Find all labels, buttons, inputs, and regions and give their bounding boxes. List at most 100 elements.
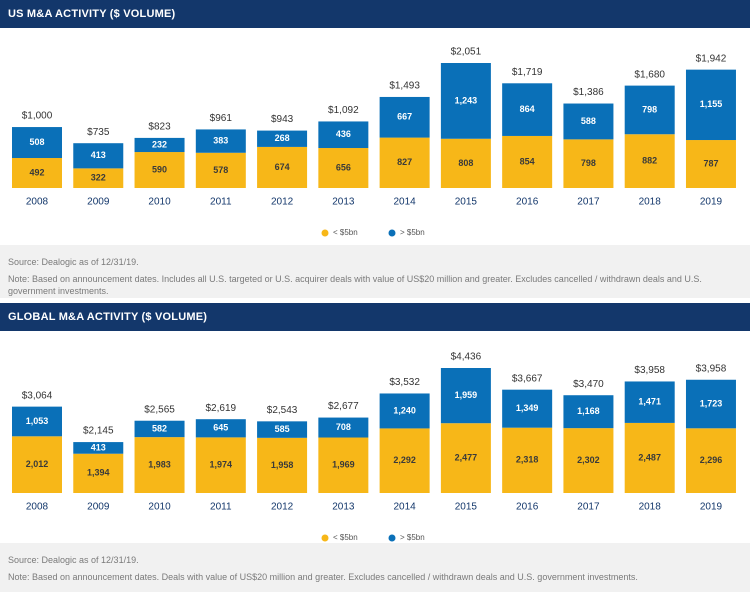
segment-label: 413	[91, 150, 106, 160]
x-tick-label: 2008	[26, 197, 49, 208]
segment-label: 383	[213, 135, 228, 145]
x-tick-label: 2009	[87, 197, 110, 208]
bar-segment	[257, 437, 308, 493]
bar-segment	[257, 421, 308, 438]
x-tick-label: 2018	[639, 197, 662, 208]
x-tick-label: 2012	[271, 197, 294, 208]
segment-label: 2,296	[700, 455, 723, 465]
bar-segment	[502, 427, 553, 493]
segment-label: 232	[152, 139, 167, 149]
legend-label: < $5bn	[333, 228, 358, 237]
x-tick-label: 2014	[393, 502, 416, 513]
segment-label: 1,394	[87, 468, 110, 478]
x-tick-label: 2017	[577, 502, 600, 513]
segment-label: 492	[29, 167, 44, 177]
bar-segment	[563, 428, 614, 493]
bar-segment	[440, 63, 491, 139]
total-label: $2,619	[206, 403, 237, 414]
segment-label: 2,292	[393, 455, 416, 465]
bar-segment	[318, 417, 369, 438]
bar-segment	[12, 436, 62, 493]
segment-label: 798	[642, 104, 657, 114]
x-tick-label: 2015	[455, 197, 478, 208]
segment-label: 588	[581, 116, 596, 126]
bar-segment	[73, 143, 124, 169]
bar-segment	[502, 83, 553, 136]
bar-segment	[318, 121, 369, 149]
x-tick-label: 2018	[639, 502, 662, 513]
segment-label: 2,302	[577, 455, 600, 465]
note: Note: Based on announcement dates. Deals…	[8, 572, 638, 582]
segment-label: 708	[336, 422, 351, 432]
x-tick-label: 2017	[577, 197, 600, 208]
bar-segment	[502, 389, 553, 428]
source: Source: Dealogic as of 12/31/19.	[8, 555, 139, 565]
x-tick-label: 2019	[700, 502, 723, 513]
bar-segment	[134, 420, 185, 438]
segment-label: 1,155	[700, 99, 723, 109]
legend-label: < $5bn	[333, 533, 358, 542]
total-label: $943	[271, 114, 294, 125]
total-label: $3,667	[512, 373, 543, 384]
bar-segment	[195, 129, 246, 153]
total-label: $823	[148, 122, 171, 133]
x-tick-label: 2014	[393, 197, 416, 208]
segment-label: 1,969	[332, 460, 355, 470]
x-tick-label: 2011	[210, 197, 232, 208]
segment-label: 1,983	[148, 459, 171, 469]
bar-segment	[502, 135, 553, 188]
total-label: $735	[87, 127, 110, 138]
x-tick-label: 2009	[87, 502, 110, 513]
bar-segment	[73, 442, 124, 454]
segment-label: 1,974	[210, 460, 233, 470]
total-label: $3,470	[573, 379, 604, 390]
total-label: $1,942	[696, 53, 727, 64]
total-label: $2,145	[83, 426, 114, 437]
bar-segment	[563, 395, 614, 429]
bar-segment	[624, 422, 675, 493]
bar-segment	[685, 140, 736, 188]
legend-swatch	[321, 229, 329, 237]
bar-segment	[379, 137, 430, 188]
x-tick-label: 2010	[148, 502, 171, 513]
x-tick-label: 2008	[26, 502, 49, 513]
bar-segment	[12, 158, 62, 188]
segment-label: 1,723	[700, 398, 723, 408]
panel-title: GLOBAL M&A ACTIVITY ($ VOLUME)	[0, 303, 750, 331]
bar-segment	[379, 428, 430, 493]
segment-label: 508	[29, 137, 44, 147]
bar-segment	[624, 85, 675, 135]
total-label: $2,565	[144, 404, 175, 415]
segment-label: 645	[213, 423, 228, 433]
segment-label: 1,959	[455, 390, 478, 400]
segment-label: 2,318	[516, 455, 539, 465]
segment-label: 585	[275, 424, 290, 434]
total-label: $961	[210, 113, 233, 124]
total-label: $4,436	[451, 352, 482, 363]
segment-label: 1,349	[516, 403, 539, 413]
bar-segment	[563, 139, 614, 188]
panel-title: US M&A ACTIVITY ($ VOLUME)	[0, 0, 750, 28]
segment-label: 2,012	[26, 459, 49, 469]
bar-segment	[685, 379, 736, 429]
segment-label: 2,477	[455, 452, 478, 462]
x-tick-label: 2019	[700, 197, 723, 208]
total-label: $3,064	[22, 390, 53, 401]
segment-label: 827	[397, 157, 412, 167]
source: Source: Dealogic as of 12/31/19.	[8, 257, 139, 267]
segment-label: 798	[581, 158, 596, 168]
legend-swatch	[388, 229, 396, 237]
segment-label: 864	[520, 104, 535, 114]
bar-segment	[134, 152, 185, 188]
bar-segment	[624, 134, 675, 188]
note: Note: Based on announcement dates. Inclu…	[8, 274, 702, 296]
segment-label: 854	[520, 156, 535, 166]
segment-label: 2,487	[638, 452, 661, 462]
bar-segment	[73, 168, 124, 188]
bar-segment	[12, 127, 62, 159]
x-tick-label: 2010	[148, 197, 171, 208]
total-label: $3,958	[634, 365, 665, 376]
segment-label: 882	[642, 155, 657, 165]
bar-segment	[134, 137, 185, 153]
bar-segment	[318, 148, 369, 188]
